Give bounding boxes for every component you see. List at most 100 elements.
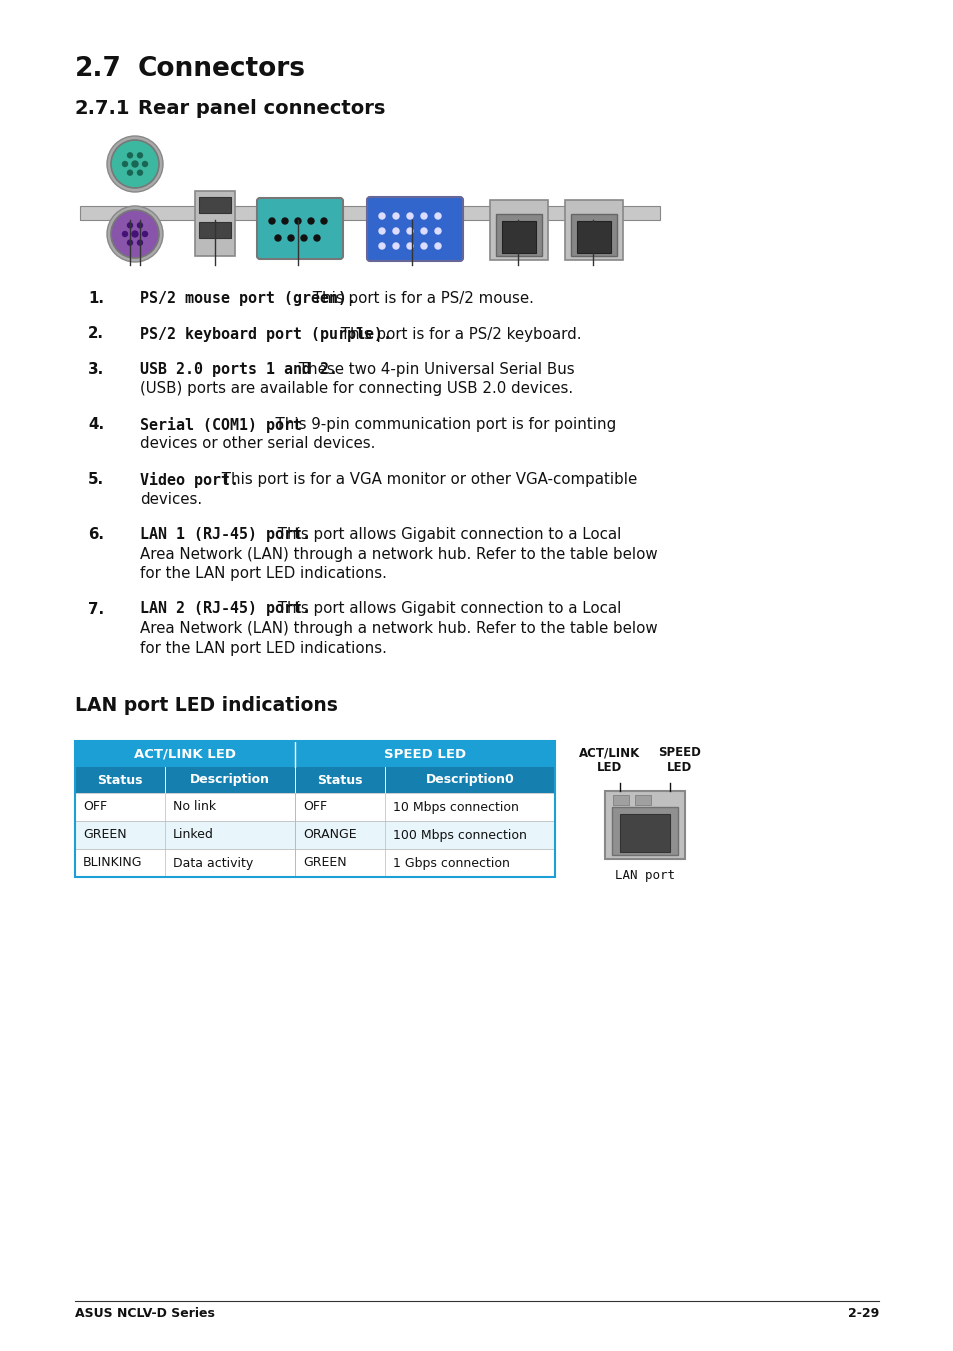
Circle shape xyxy=(137,223,142,228)
Text: LAN port LED indications: LAN port LED indications xyxy=(75,696,337,715)
Circle shape xyxy=(137,153,142,158)
FancyBboxPatch shape xyxy=(367,197,462,261)
Circle shape xyxy=(435,213,440,219)
Text: 3.: 3. xyxy=(88,362,104,377)
Text: LAN port: LAN port xyxy=(615,869,675,882)
Circle shape xyxy=(435,228,440,234)
Bar xyxy=(75,740,555,767)
Circle shape xyxy=(407,228,413,234)
Text: 6.: 6. xyxy=(88,527,104,542)
Text: Area Network (LAN) through a network hub. Refer to the table below: Area Network (LAN) through a network hub… xyxy=(140,621,657,636)
Bar xyxy=(619,815,669,852)
Text: GREEN: GREEN xyxy=(303,857,346,870)
Text: 5.: 5. xyxy=(88,471,104,486)
Bar xyxy=(613,794,628,805)
Circle shape xyxy=(274,235,281,240)
Bar xyxy=(75,793,555,821)
Text: This port is for a PS/2 mouse.: This port is for a PS/2 mouse. xyxy=(308,290,534,305)
Text: No link: No link xyxy=(172,801,216,813)
Bar xyxy=(194,190,234,255)
Circle shape xyxy=(378,213,385,219)
Text: Rear panel connectors: Rear panel connectors xyxy=(138,99,385,118)
Text: ORANGE: ORANGE xyxy=(303,828,356,842)
Text: for the LAN port LED indications.: for the LAN port LED indications. xyxy=(140,640,387,655)
Circle shape xyxy=(320,218,327,224)
Circle shape xyxy=(137,170,142,176)
Bar xyxy=(564,200,622,259)
Text: ACT/LINK: ACT/LINK xyxy=(578,746,640,759)
Text: BLINKING: BLINKING xyxy=(83,857,142,870)
Text: OFF: OFF xyxy=(83,801,107,813)
Text: Status: Status xyxy=(97,774,143,786)
Text: Description0: Description0 xyxy=(425,774,514,786)
Text: OFF: OFF xyxy=(303,801,327,813)
Bar xyxy=(496,213,541,255)
Text: 100 Mbps connection: 100 Mbps connection xyxy=(393,828,526,842)
Circle shape xyxy=(314,235,319,240)
Text: This port is for a PS/2 keyboard.: This port is for a PS/2 keyboard. xyxy=(335,327,581,342)
Bar xyxy=(604,790,684,859)
Text: LAN 1 (RJ-45) port.: LAN 1 (RJ-45) port. xyxy=(140,527,311,542)
Bar xyxy=(75,821,555,848)
Circle shape xyxy=(142,162,148,166)
Text: . This 9-pin communication port is for pointing: . This 9-pin communication port is for p… xyxy=(266,417,616,432)
Circle shape xyxy=(137,240,142,245)
Bar xyxy=(199,197,231,213)
Circle shape xyxy=(122,231,128,236)
Text: GREEN: GREEN xyxy=(83,828,127,842)
Text: This port allows Gigabit connection to a Local: This port allows Gigabit connection to a… xyxy=(273,601,620,616)
Text: devices.: devices. xyxy=(140,492,202,507)
Circle shape xyxy=(420,228,427,234)
Text: 2.7.1: 2.7.1 xyxy=(75,99,131,118)
Text: Data activity: Data activity xyxy=(172,857,253,870)
Circle shape xyxy=(269,218,274,224)
Text: Connectors: Connectors xyxy=(138,55,306,82)
Text: LED: LED xyxy=(597,761,622,774)
Circle shape xyxy=(128,153,132,158)
Circle shape xyxy=(111,209,159,258)
Circle shape xyxy=(288,235,294,240)
Text: USB 2.0 ports 1 and 2.: USB 2.0 ports 1 and 2. xyxy=(140,362,337,377)
Text: 1 Gbps connection: 1 Gbps connection xyxy=(393,857,509,870)
Circle shape xyxy=(107,136,163,192)
Circle shape xyxy=(282,218,288,224)
Circle shape xyxy=(107,205,163,262)
Text: This port allows Gigabit connection to a Local: This port allows Gigabit connection to a… xyxy=(273,527,620,542)
Circle shape xyxy=(301,235,307,240)
Text: 2.7: 2.7 xyxy=(75,55,122,82)
Text: Status: Status xyxy=(317,774,362,786)
Circle shape xyxy=(132,231,138,236)
Text: SPEED LED: SPEED LED xyxy=(383,747,466,761)
Text: This port is for a VGA monitor or other VGA-compatible: This port is for a VGA monitor or other … xyxy=(216,471,637,486)
Text: SPEED: SPEED xyxy=(658,746,700,759)
Text: ASUS NCLV-D Series: ASUS NCLV-D Series xyxy=(75,1306,214,1320)
Circle shape xyxy=(420,213,427,219)
Text: 10 Mbps connection: 10 Mbps connection xyxy=(393,801,518,813)
Bar xyxy=(490,200,547,259)
Text: These two 4-pin Universal Serial Bus: These two 4-pin Universal Serial Bus xyxy=(294,362,574,377)
Circle shape xyxy=(128,170,132,176)
Bar xyxy=(501,222,536,253)
Circle shape xyxy=(132,161,138,168)
Text: 4.: 4. xyxy=(88,417,104,432)
Circle shape xyxy=(142,231,148,236)
Text: LAN 2 (RJ-45) port.: LAN 2 (RJ-45) port. xyxy=(140,601,311,616)
Circle shape xyxy=(407,243,413,249)
Circle shape xyxy=(378,228,385,234)
Circle shape xyxy=(128,223,132,228)
Circle shape xyxy=(393,243,398,249)
Circle shape xyxy=(393,213,398,219)
Text: Serial (COM1) port: Serial (COM1) port xyxy=(140,417,302,434)
Text: devices or other serial devices.: devices or other serial devices. xyxy=(140,436,375,451)
FancyBboxPatch shape xyxy=(256,199,343,259)
Circle shape xyxy=(378,243,385,249)
Circle shape xyxy=(128,240,132,245)
Bar xyxy=(75,848,555,877)
Circle shape xyxy=(407,213,413,219)
Text: 1.: 1. xyxy=(88,290,104,305)
Circle shape xyxy=(393,228,398,234)
Text: Description: Description xyxy=(190,774,270,786)
Bar xyxy=(75,740,555,877)
Text: PS/2 keyboard port (purple).: PS/2 keyboard port (purple). xyxy=(140,327,392,342)
Text: Linked: Linked xyxy=(172,828,213,842)
